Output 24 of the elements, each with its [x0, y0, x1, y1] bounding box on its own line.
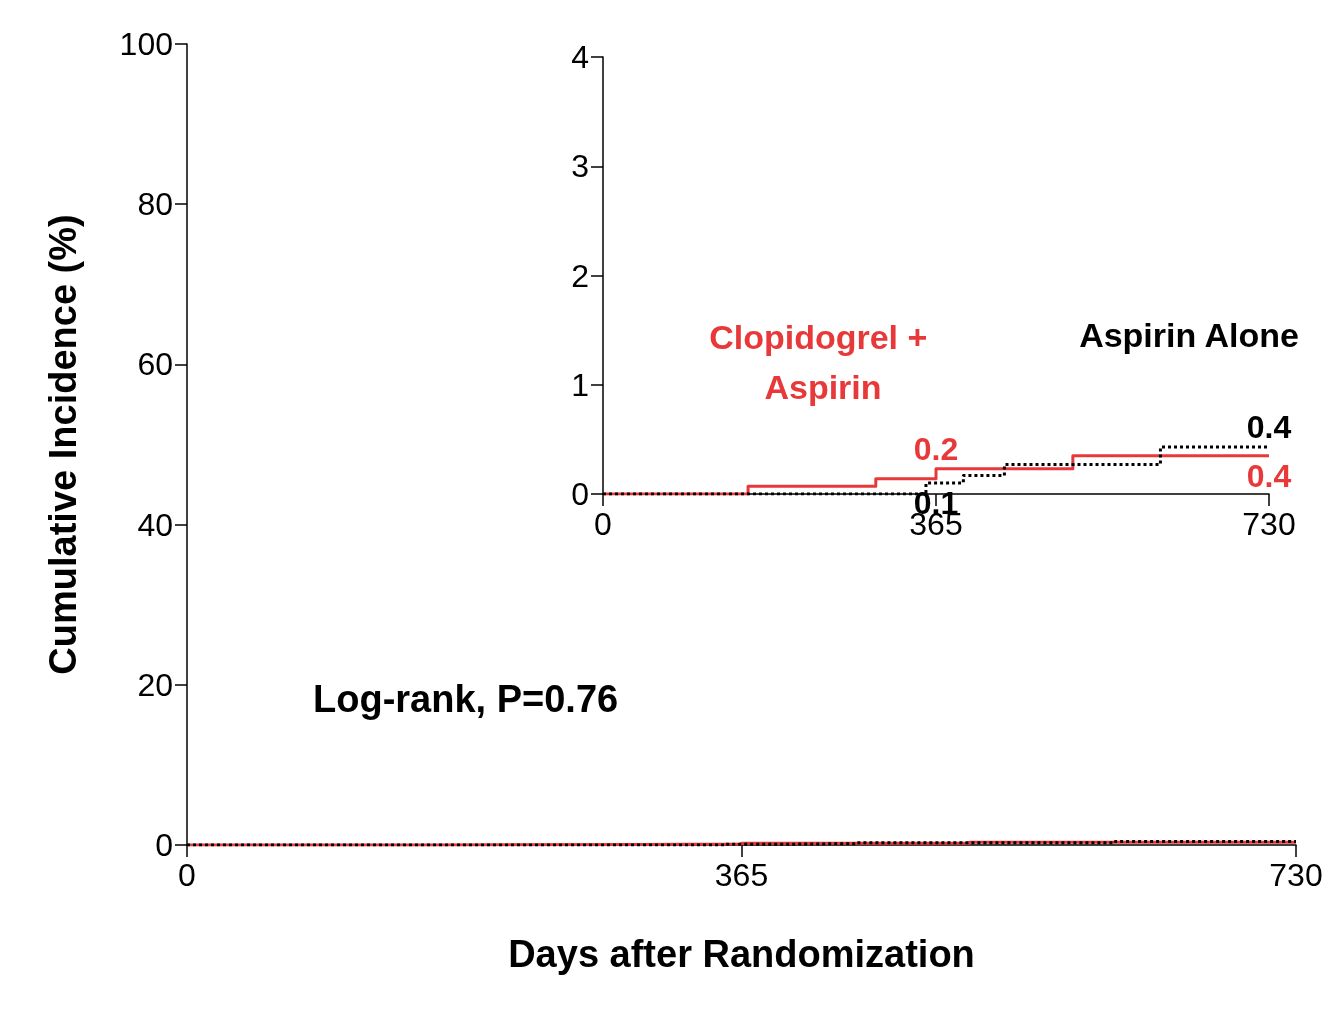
y-tick-label: 3 — [571, 148, 589, 185]
x-tick-label: 0 — [594, 506, 612, 542]
x-tick-label: 0 — [178, 857, 196, 893]
y-tick-label: 20 — [137, 666, 173, 703]
y-tick-label: 40 — [137, 506, 173, 543]
data-label: 0.2 — [913, 430, 959, 467]
y-tick-label: 80 — [137, 186, 173, 223]
y-tick-label: 60 — [137, 346, 173, 383]
y-tick-label: 0 — [571, 476, 589, 512]
data-label: 0.4 — [1246, 457, 1292, 494]
x-tick-label: 730 — [1242, 506, 1296, 542]
x-axis-title: Days after Randomization — [508, 933, 975, 975]
y-tick-label: 4 — [571, 39, 589, 75]
y-axis-title: Cumulative Incidence (%) — [42, 214, 84, 675]
data-label: 0.4 — [1246, 409, 1292, 446]
annotation: Log-rank, P=0.76 — [313, 678, 619, 720]
x-tick-label: 730 — [1269, 857, 1323, 893]
text: Aspirin Alone — [1079, 316, 1299, 354]
y-tick-label: 100 — [119, 26, 173, 62]
series-label: Clopidogrel + Aspirin — [709, 318, 937, 406]
y-tick-label: 0 — [155, 827, 173, 863]
y-tick-label: 1 — [571, 366, 589, 403]
x-tick-label: 365 — [714, 857, 769, 893]
y-tick-label: 2 — [571, 257, 589, 294]
